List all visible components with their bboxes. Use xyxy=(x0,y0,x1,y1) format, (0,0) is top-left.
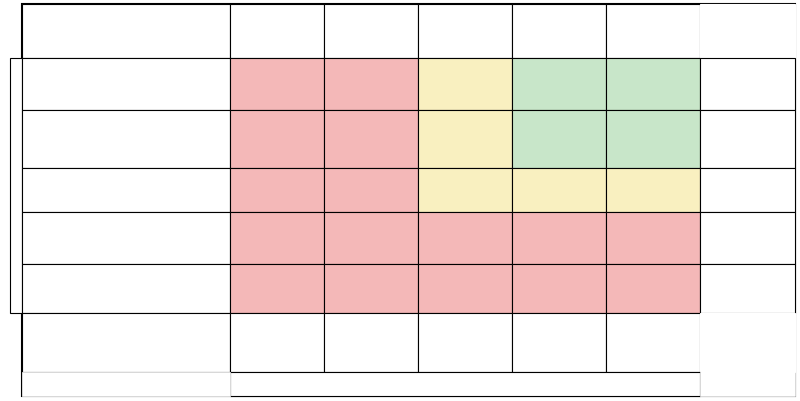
Text: Expectations
exceeded: Expectations exceeded xyxy=(622,20,685,42)
Text: Output
exceeds most
customer
requirement: Output exceeds most customer requirement xyxy=(619,320,687,365)
Text: Process has some defects. Waste
cycle time is up to industry average: Process has some defects. Waste cycle ti… xyxy=(42,180,210,200)
Text: Process is nearly defective, low
waste and cycle time better than
most: Process is nearly defective, low waste a… xyxy=(49,124,203,154)
Text: Satisfied: Satisfied xyxy=(444,26,486,36)
Text: Satisfied: Satisfied xyxy=(726,185,769,195)
Text: Output meets
some
customer
requirements: Output meets some customer requirements xyxy=(337,320,405,365)
Text: Expectations
exceeded: Expectations exceeded xyxy=(716,73,779,95)
Text: Effectiveness: Effectiveness xyxy=(428,379,502,389)
Text: Efficiency: Efficiency xyxy=(11,158,21,213)
Text: Dissatisfied: Dissatisfied xyxy=(342,26,399,36)
Text: Process is defect-free, unit cost is
low, cycle time is short and no waste: Process is defect-free, unit cost is low… xyxy=(40,74,212,94)
Text: Process has many defects,
generates substantial waste and
cycle time is undue: Process has many defects, generates subs… xyxy=(50,223,202,253)
Text: Output meets
most
customer
requirment: Output meets most customer requirment xyxy=(431,320,499,365)
Text: Output meets
all customer
requirements: Output meets all customer requirements xyxy=(525,326,593,359)
Text: Very
dissatisfied: Very dissatisfied xyxy=(250,20,305,42)
Text: Very satisfied: Very satisfied xyxy=(714,134,781,144)
Text: Very
dissatisfied: Very dissatisfied xyxy=(720,278,775,299)
Text: Process is plagued with defects,
waste and long unpredictable cycle
time: Process is plagued with defects, waste a… xyxy=(43,273,209,304)
Text: Very satisfied: Very satisfied xyxy=(526,26,592,36)
Text: Dissatisfied: Dissatisfied xyxy=(719,233,776,243)
Text: Output does
not meet
customers
requirements: Output does not meet customers requireme… xyxy=(244,320,310,365)
